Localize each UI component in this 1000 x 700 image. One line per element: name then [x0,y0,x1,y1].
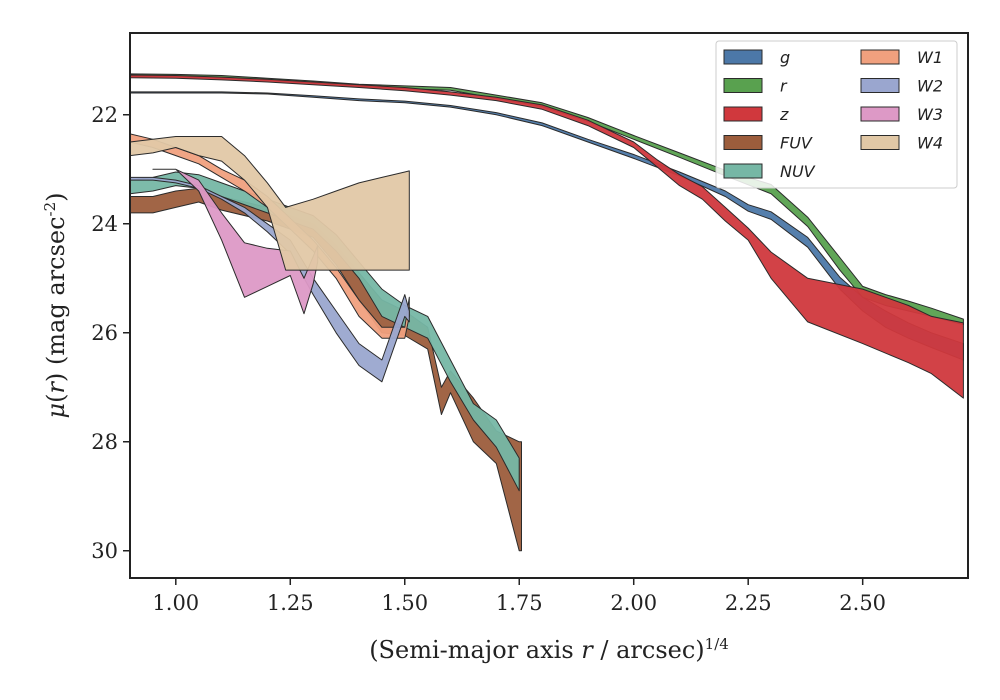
x-tick-label: 2.00 [610,591,657,615]
legend-label-fuv: FUV [780,134,813,153]
legend-label-w3: W3 [917,105,943,124]
y-axis-label: μ(r) (mag arcsec-2) [41,192,70,418]
x-ticks: 1.00 1.25 1.50 1.75 2.00 2.25 2.50 [152,578,886,615]
x-tick-label: 1.25 [267,591,314,615]
y-tick-label: 24 [91,212,118,236]
x-tick-label: 1.00 [152,591,199,615]
legend-swatch-w4 [860,135,900,150]
legend-label-r: r [780,77,788,96]
y-tick-label: 26 [91,321,118,345]
legend-swatch-z [723,106,763,122]
legend-swatch-w3 [860,106,900,122]
legend-swatch-w1 [860,49,900,65]
plot-frame [129,32,969,579]
legend-label-z: z [779,105,789,124]
legend-box [715,40,958,189]
y-ticks: 22 24 26 28 30 [91,103,130,563]
band-w2 [130,176,410,383]
legend-label-g: g [780,48,790,67]
x-tick-label: 1.50 [381,591,428,615]
band-z [130,74,964,399]
legend-label-nuv: NUV [780,162,816,181]
legend-swatch-g [723,49,763,65]
x-tick-label: 1.75 [496,591,543,615]
legend-label-w2: W2 [917,77,943,96]
bands-layer [130,73,964,552]
legend-swatch-w2 [860,78,900,93]
y-tick-label: 22 [91,103,118,127]
x-tick-label: 2.50 [839,591,886,615]
legend: grz FUV NUV W1 W2 W3 W4 [715,40,958,189]
y-tick-label: 28 [91,430,118,454]
y-tick-label: 30 [91,539,118,563]
legend-swatch-nuv [723,163,763,179]
legend-swatch-fuv [723,135,763,150]
x-axis-label: (Semi-major axis r / arcsec)1/4 [369,635,729,664]
legend-label-w4: W4 [917,134,943,153]
legend-swatch-r [723,78,763,93]
x-tick-label: 2.25 [725,591,772,615]
band-w4 [130,136,410,271]
legend-label-w1: W1 [917,48,943,67]
